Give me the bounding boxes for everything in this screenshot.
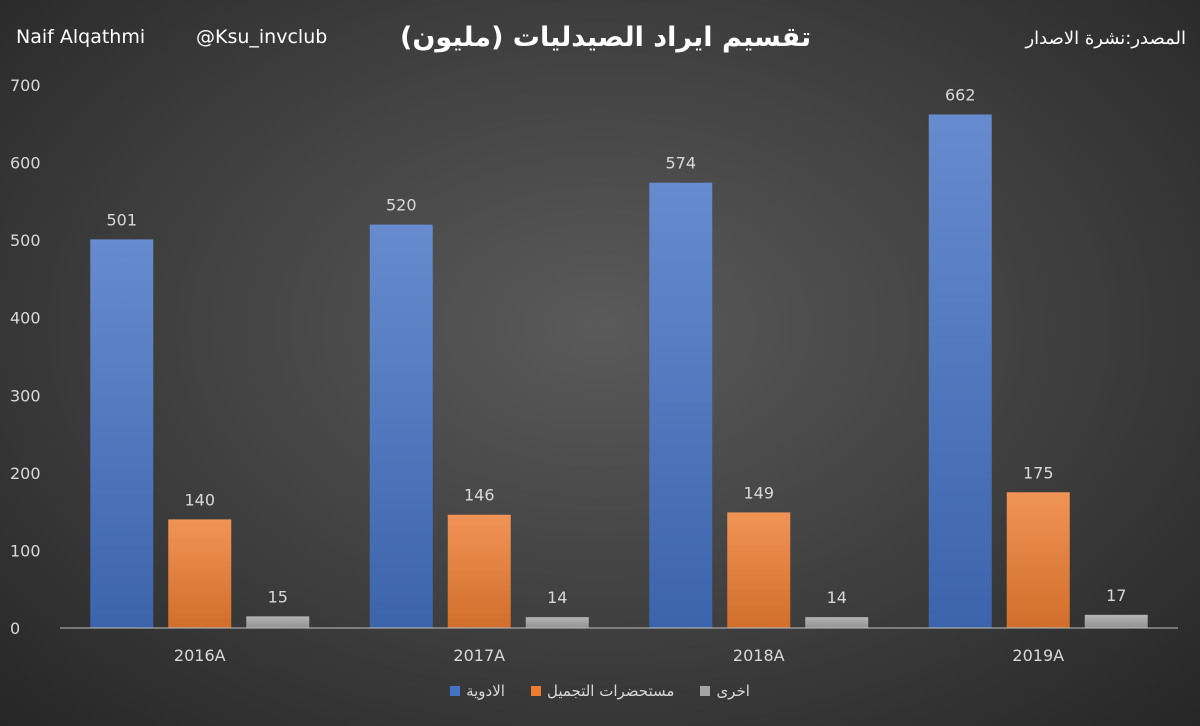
legend-label: مستحضرات التجميل [546, 682, 675, 700]
x-category-label: 2018A [733, 646, 785, 665]
bar-2017A-0 [369, 224, 433, 628]
data-label: 140 [184, 490, 215, 509]
data-label: 501 [106, 210, 137, 229]
data-label: 15 [268, 587, 288, 606]
legend-label: اخرى [716, 682, 750, 700]
x-category-label: 2016A [174, 646, 226, 665]
x-axis: 2016A 2017A 2018A 2019A [60, 627, 1178, 665]
y-tick-label: 200 [10, 464, 41, 483]
legend-swatch [530, 686, 541, 696]
y-tick-label: 100 [10, 541, 41, 560]
bar-2016A-1 [168, 519, 232, 628]
data-label: 14 [827, 588, 847, 607]
bar-2017A-2 [525, 617, 589, 628]
bar-2017A-1 [447, 514, 511, 628]
bar-2018A-1 [727, 512, 791, 628]
y-tick-label: 0 [10, 619, 20, 638]
bar-2019A-0 [928, 114, 992, 628]
bar-2019A-2 [1084, 614, 1148, 628]
data-label: 14 [547, 588, 567, 607]
bar-2018A-0 [649, 182, 713, 629]
y-tick-label: 500 [10, 231, 41, 250]
y-tick-label: 600 [10, 154, 41, 173]
legend-label: الادوية [466, 682, 505, 700]
data-label: 520 [386, 196, 417, 215]
source-note: المصدر:نشرة الاصدار [1025, 28, 1186, 49]
data-label: 175 [1023, 463, 1054, 482]
legend: الادوية مستحضرات التجميل اخرى [0, 682, 1200, 700]
legend-item: الادوية [450, 682, 505, 700]
y-tick-label: 400 [10, 309, 41, 328]
author-name: Naif Alqathmi [16, 26, 146, 48]
data-label: 146 [464, 486, 495, 505]
bar-2016A-0 [90, 239, 154, 629]
data-label: 17 [1106, 586, 1126, 605]
bar-2019A-1 [1006, 492, 1070, 628]
legend-swatch [700, 686, 711, 696]
bar-2018A-2 [805, 617, 869, 628]
data-label: 662 [945, 85, 976, 104]
data-labels: 501 140 15 520 146 14 574 149 14 662 175 17 [106, 85, 1126, 607]
legend-swatch [450, 686, 461, 696]
legend-item: اخرى [700, 682, 750, 700]
data-label: 574 [665, 154, 696, 173]
data-label: 149 [743, 483, 774, 502]
chart-title: تقسيم ايراد الصيدليات (مليون) [400, 22, 812, 53]
y-axis: 0 100 200 300 400 500 600 700 [10, 76, 41, 638]
bars-group [90, 114, 1148, 629]
legend-item: مستحضرات التجميل [530, 682, 675, 700]
x-category-label: 2019A [1012, 646, 1064, 665]
twitter-handle: @Ksu_invclub [196, 26, 328, 48]
bar-2016A-2 [246, 616, 310, 628]
x-category-label: 2017A [453, 646, 505, 665]
y-tick-label: 700 [10, 76, 41, 95]
y-tick-label: 300 [10, 386, 41, 405]
